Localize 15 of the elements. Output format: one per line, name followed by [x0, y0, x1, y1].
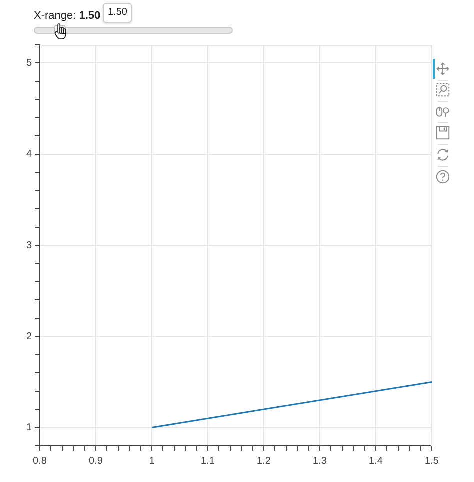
- x-tick-label: 0.9: [89, 456, 104, 467]
- y-tick-label: 3: [26, 240, 32, 252]
- x-tick-label: 1.2: [257, 456, 272, 467]
- y-tick-label: 4: [26, 149, 32, 160]
- x-tick-label: 0.8: [33, 456, 48, 467]
- y-tick-label: 5: [26, 58, 32, 69]
- x-tick-label: 1.4: [369, 456, 384, 467]
- slider-label: X-range: 1.50: [34, 10, 101, 23]
- x-tick-label: 1: [149, 456, 156, 467]
- y-tick-label: 1: [26, 422, 32, 434]
- x-tick-label: 1.1: [201, 456, 216, 467]
- y-tick-label: 2: [26, 331, 32, 342]
- x-tick-label: 1.3: [313, 456, 328, 467]
- slider-tooltip: 1.50: [103, 3, 132, 23]
- x-tick-label: 1.5: [425, 456, 440, 467]
